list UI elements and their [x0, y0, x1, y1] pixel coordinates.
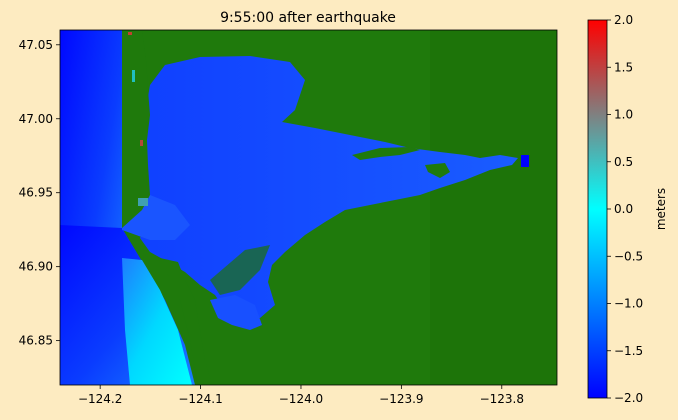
colorbar-tick-label: −1.5 [614, 344, 643, 358]
island-north [352, 147, 420, 160]
plot-area [60, 30, 557, 385]
red-spot-1 [128, 32, 132, 35]
south-bay-fill [210, 295, 262, 330]
colorbar-tick-label: 0.0 [614, 202, 633, 216]
x-axis: −124.2 −124.1 −124.0 −123.9 −123.8 [78, 385, 524, 406]
land-texture-east [430, 30, 557, 385]
colorbar-label: meters [654, 188, 668, 230]
colorbar-tick-label: 1.0 [614, 108, 633, 122]
y-tick-label: 46.90 [19, 260, 53, 274]
y-axis: 46.85 46.90 46.95 47.00 47.05 [19, 38, 60, 348]
peninsula-south [160, 258, 212, 385]
x-tick-label: −124.1 [178, 392, 222, 406]
x-tick-label: −124.2 [78, 392, 122, 406]
land-hills-west [210, 245, 270, 295]
plot-frame [59, 29, 558, 386]
y-tick-label: 47.05 [19, 38, 53, 52]
x-tick-label: −123.9 [379, 392, 423, 406]
cyan-spot-2 [138, 198, 148, 206]
chart-title: 9:55:00 after earthquake [220, 10, 396, 26]
colorbar-tick-label: −0.5 [614, 249, 643, 263]
x-tick-label: −124.0 [279, 392, 323, 406]
colorbar-tick-label: 2.0 [614, 13, 633, 27]
channel-marker [521, 155, 529, 167]
colorbar [587, 19, 608, 399]
colorbar-tick-label: 0.5 [614, 155, 633, 169]
cyan-spot-1 [132, 70, 135, 82]
x-tick-label: −123.8 [480, 392, 524, 406]
colorbar-ticks: −2.0 −1.5 −1.0 −0.5 0.0 0.5 1.0 1.5 2.0 [607, 13, 643, 405]
colorbar-tick-label: −2.0 [614, 391, 643, 405]
colorbar-tick-label: 1.5 [614, 60, 633, 74]
nearshore-shallow-region [122, 258, 192, 385]
y-tick-label: 46.85 [19, 334, 53, 348]
y-tick-label: 47.00 [19, 112, 53, 126]
island-mid [425, 163, 450, 178]
spit-north [122, 30, 150, 228]
bay-water-region [140, 56, 518, 322]
red-spot-2 [140, 140, 143, 146]
y-tick-label: 46.95 [19, 186, 53, 200]
colorbar-tick-label: −1.0 [614, 297, 643, 311]
